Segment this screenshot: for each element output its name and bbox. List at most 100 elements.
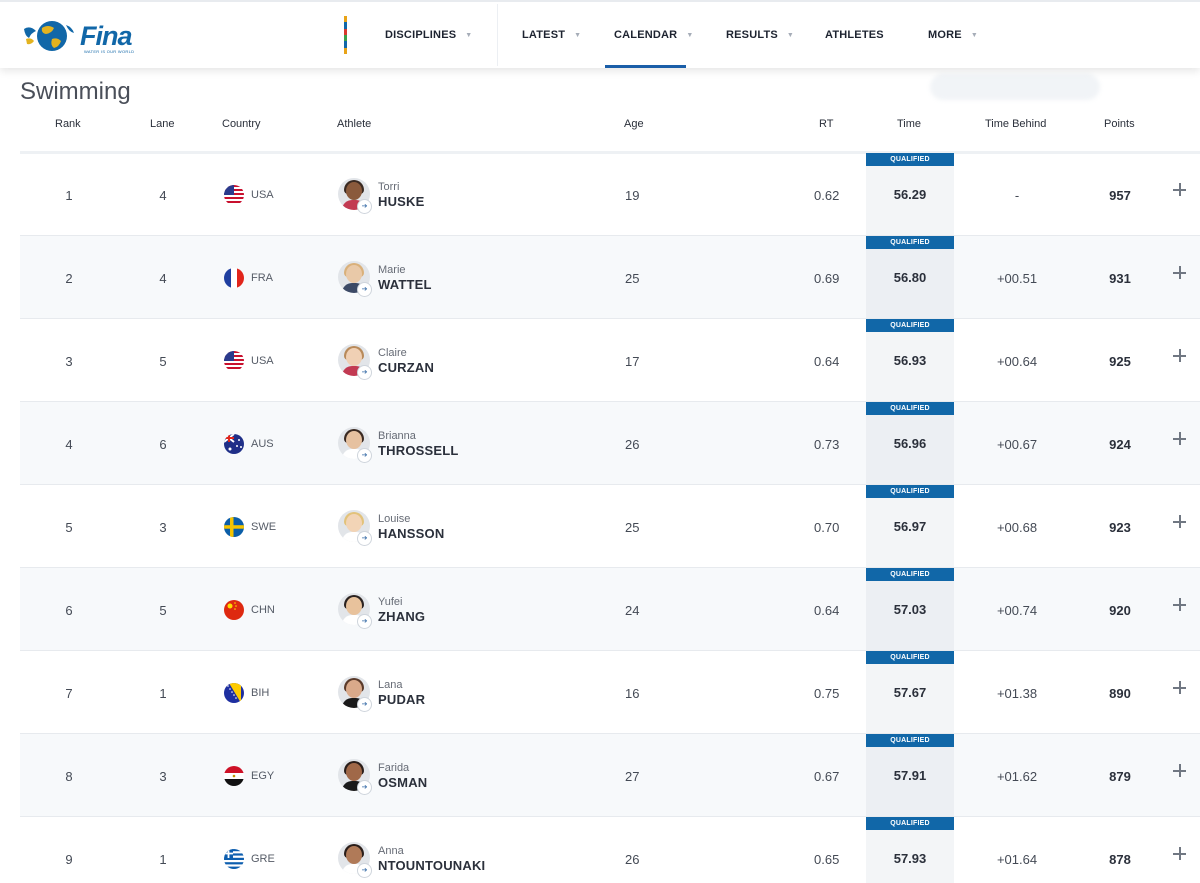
athlete-last-name[interactable]: CURZAN (378, 360, 435, 375)
country-code: SWE (251, 521, 277, 533)
nav-results[interactable]: RESULTS ▼ (726, 29, 794, 41)
athlete-first-name[interactable]: Farida (378, 762, 410, 774)
table-row[interactable]: QUALIFIED 3 5 USA ➔ Claire CURZAN 17 0.64 56.93 +0… (20, 319, 1200, 402)
expand-row-plus-icon[interactable] (1172, 596, 1188, 612)
athlete-last-name[interactable]: ZHANG (378, 609, 426, 624)
athlete-first-name[interactable]: Torri (378, 181, 400, 193)
profile-link-icon[interactable]: ➔ (358, 781, 371, 794)
athlete-avatar[interactable] (338, 344, 370, 376)
time-cell: 56.96 (893, 436, 927, 451)
athlete-avatar[interactable] (338, 759, 370, 791)
age-cell: 25 (625, 520, 640, 535)
time-behind-cell: +00.64 (996, 354, 1038, 369)
reaction-time-cell: 0.64 (814, 603, 840, 618)
brand-color-bar (344, 16, 347, 54)
column-header-lane[interactable]: Lane (150, 118, 175, 130)
nav-disciplines[interactable]: DISCIPLINES ▼ (385, 29, 472, 41)
athlete-first-name[interactable]: Lana (378, 679, 403, 691)
nav-athletes[interactable]: ATHLETES (825, 29, 884, 41)
athlete-last-name[interactable]: OSMAN (378, 775, 428, 790)
column-header-time[interactable]: Time (897, 118, 922, 130)
profile-link-icon[interactable]: ➔ (358, 532, 371, 545)
column-header-time-behind[interactable]: Time Behind (985, 118, 1047, 130)
nav-calendar[interactable]: CALENDAR ▼ (614, 29, 693, 41)
athlete-first-name[interactable]: Anna (378, 845, 404, 857)
athlete-last-name[interactable]: THROSSELL (378, 443, 459, 458)
time-cell: 56.93 (893, 353, 927, 368)
table-row[interactable]: QUALIFIED 1 4 USA ➔ Torri HUSKE 19 0.62 56.29 - 957 (20, 153, 1200, 236)
brand-name: Fina (80, 20, 133, 51)
expand-row-plus-icon[interactable] (1172, 762, 1188, 778)
athlete-last-name[interactable]: WATTEL (378, 277, 432, 292)
country-code: GRE (251, 853, 275, 865)
reaction-time-cell: 0.70 (814, 520, 840, 535)
table-row[interactable]: QUALIFIED 6 5 CHN ➔ Yufei ZHANG 24 0.64 57.03 +00.… (20, 568, 1200, 651)
egy-flag-icon (224, 766, 244, 786)
fra-flag-icon (224, 268, 244, 288)
expand-row-plus-icon[interactable] (1172, 845, 1188, 861)
expand-row-plus-icon[interactable] (1172, 679, 1188, 695)
time-cell: 57.93 (893, 851, 927, 866)
athlete-avatar[interactable] (338, 676, 370, 708)
rank-cell: 5 (65, 520, 73, 535)
column-header-age[interactable]: Age (624, 118, 644, 130)
time-behind-cell: +00.68 (996, 520, 1038, 535)
lane-cell: 6 (159, 437, 167, 452)
table-row[interactable]: QUALIFIED 7 1 BIH ➔ Lana PUDAR 16 0.75 57.67 +01.3… (20, 651, 1200, 734)
athlete-last-name[interactable]: PUDAR (378, 692, 426, 707)
top-navbar: Fina WATER IS OUR WORLD DISCIPLINES ▼ LAT… (0, 0, 1200, 68)
age-cell: 26 (625, 852, 640, 867)
qualified-badge: QUALIFIED (866, 236, 954, 249)
profile-link-icon[interactable]: ➔ (358, 864, 371, 877)
athlete-first-name[interactable]: Louise (378, 513, 411, 525)
nav-label: MORE (928, 29, 962, 41)
lane-cell: 1 (159, 686, 167, 701)
athlete-first-name[interactable]: Claire (378, 347, 407, 359)
athlete-first-name[interactable]: Yufei (378, 596, 403, 608)
athlete-first-name[interactable]: Marie (378, 264, 406, 276)
profile-link-icon[interactable]: ➔ (358, 698, 371, 711)
column-header-country[interactable]: Country (222, 118, 261, 130)
expand-row-plus-icon[interactable] (1172, 181, 1188, 197)
reaction-time-cell: 0.69 (814, 271, 840, 286)
profile-link-icon[interactable]: ➔ (358, 283, 371, 296)
expand-row-plus-icon[interactable] (1172, 347, 1188, 363)
nav-more[interactable]: MORE ▼ (928, 29, 978, 41)
nav-label: RESULTS (726, 29, 778, 41)
qualified-badge: QUALIFIED (866, 734, 954, 747)
column-header-rank[interactable]: Rank (55, 118, 81, 130)
points-cell: 957 (1109, 188, 1131, 203)
results-table-body: QUALIFIED 1 4 USA ➔ Torri HUSKE 19 0.62 56.29-957… (20, 153, 1200, 883)
lane-cell: 5 (159, 603, 167, 618)
table-row[interactable]: QUALIFIED 9 1 GRE ➔ Anna NTOUNTOUNAKI 26 0.65 57.… (20, 817, 1200, 883)
column-header-athlete[interactable]: Athlete (337, 118, 372, 130)
profile-link-icon[interactable]: ➔ (358, 200, 371, 213)
reaction-time-cell: 0.62 (814, 188, 840, 203)
expand-row-plus-icon[interactable] (1172, 513, 1188, 529)
country-code: BIH (251, 687, 270, 699)
gre-flag-icon (224, 849, 244, 869)
column-header-points[interactable]: Points (1104, 118, 1135, 130)
fina-logo[interactable]: Fina WATER IS OUR WORLD (22, 16, 137, 56)
column-header-rt[interactable]: RT (819, 118, 834, 130)
table-row[interactable]: QUALIFIED 2 4 FRA ➔ Marie WATTEL 25 0.69 56.80 +00… (20, 236, 1200, 319)
athlete-last-name[interactable]: HUSKE (378, 194, 425, 209)
table-row[interactable]: QUALIFIED 5 3 SWE ➔ Louise HANSSON 25 0.70 56.97 +… (20, 485, 1200, 568)
profile-link-icon[interactable]: ➔ (358, 449, 371, 462)
athlete-last-name[interactable]: HANSSON (378, 526, 445, 541)
table-row[interactable]: QUALIFIED 8 3 EGY ➔ Farida OSMAN 27 0.67 57.91 +01… (20, 734, 1200, 817)
aus-flag-icon (224, 434, 244, 454)
country-code: FRA (251, 272, 273, 284)
profile-link-icon[interactable]: ➔ (358, 366, 371, 379)
expand-row-plus-icon[interactable] (1172, 264, 1188, 280)
qualified-badge: QUALIFIED (866, 651, 954, 664)
athlete-avatar[interactable] (338, 261, 370, 293)
table-row[interactable]: QUALIFIED 4 6 AUS ➔ Brianna THROSSELL 26 0.73 56.… (20, 402, 1200, 485)
athlete-last-name[interactable]: NTOUNTOUNAKI (378, 858, 486, 873)
athlete-first-name[interactable]: Brianna (378, 430, 416, 442)
time-behind-cell: +01.38 (996, 686, 1038, 701)
expand-row-plus-icon[interactable] (1172, 430, 1188, 446)
profile-link-icon[interactable]: ➔ (358, 615, 371, 628)
nav-label: ATHLETES (825, 29, 884, 41)
nav-latest[interactable]: LATEST ▼ (522, 29, 581, 41)
